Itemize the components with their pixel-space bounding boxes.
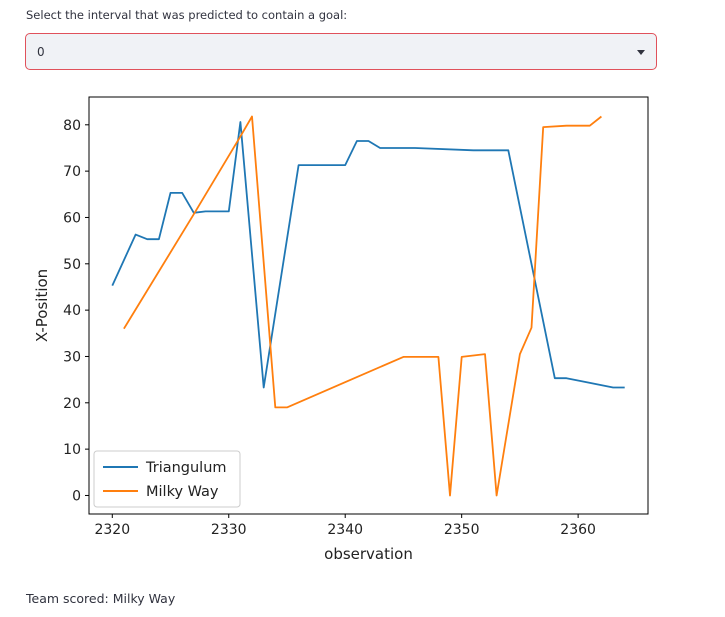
legend-label-1: Milky Way <box>146 484 219 500</box>
y-tick-label: 40 <box>63 303 81 319</box>
series-line-0 <box>111 121 625 389</box>
x-tick-label: 2350 <box>444 522 480 538</box>
y-tick-label: 20 <box>63 396 81 412</box>
y-tick-label: 80 <box>63 118 81 134</box>
y-tick-label: 60 <box>63 210 81 226</box>
legend-box <box>93 450 241 508</box>
x-tick-label: 2360 <box>560 522 596 538</box>
x-tick-label: 2330 <box>211 522 247 538</box>
x-tick-label: 2340 <box>327 522 363 538</box>
x-axis-label: observation <box>324 545 413 563</box>
legend-label-0: Triangulum <box>145 460 227 476</box>
series-line-1 <box>123 115 602 497</box>
select-prompt-label: Select the interval that was predicted t… <box>26 8 348 22</box>
chevron-down-icon[interactable] <box>637 50 645 55</box>
y-tick-label: 0 <box>72 488 81 504</box>
y-tick-label: 10 <box>63 442 81 458</box>
interval-select-value: 0 <box>37 45 45 59</box>
position-line-chart: 2320 2330 2340 2350 2360 0 10 20 30 40 50 60 70 80 obs… <box>33 96 649 563</box>
plot-frame <box>88 96 649 515</box>
y-tick-label: 70 <box>63 164 81 180</box>
team-scored-text: Team scored: Milky Way <box>26 591 176 606</box>
y-axis-label: X-Position <box>33 269 51 342</box>
x-tick-label: 2320 <box>94 522 130 538</box>
y-tick-label: 50 <box>63 257 81 273</box>
interval-select[interactable]: 0 <box>25 33 657 70</box>
y-tick-label: 30 <box>63 349 81 365</box>
